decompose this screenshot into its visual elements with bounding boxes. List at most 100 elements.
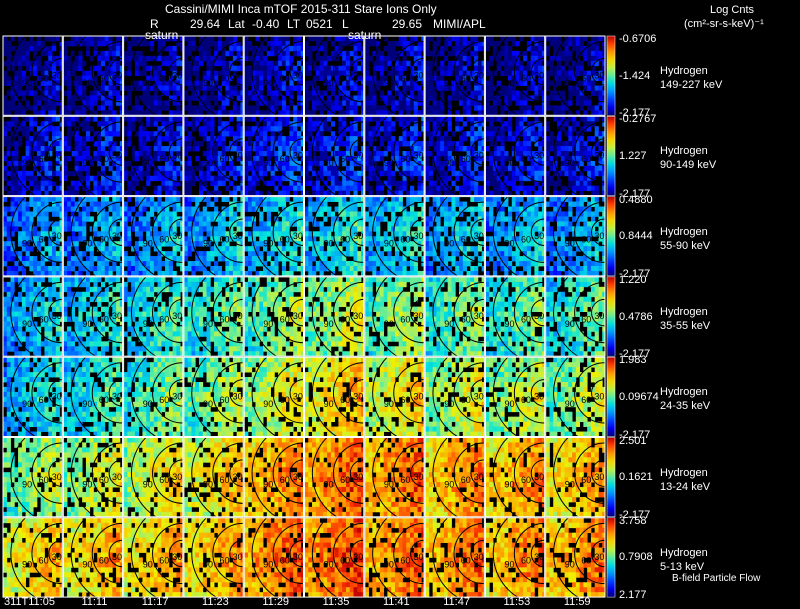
cb-min-value: -2.177 — [619, 267, 651, 280]
contour-label: 90 — [22, 239, 32, 249]
contour-arc — [10, 437, 37, 517]
panel-border — [183, 437, 244, 518]
contour-label: 30 — [112, 70, 122, 80]
contour-label: 60 — [280, 475, 290, 485]
contour-label: 30 — [112, 151, 122, 161]
contour-label: 90 — [444, 560, 454, 570]
contour-label: 60 — [461, 154, 471, 164]
cb-max-value: -0.6706 — [619, 33, 657, 45]
panel-border — [364, 35, 425, 116]
units-title: Log Cnts — [710, 4, 755, 16]
panel-border — [183, 517, 244, 598]
contour-label: 30 — [353, 70, 363, 80]
contour-label: 60 — [159, 395, 169, 405]
contour-label: 30 — [112, 392, 122, 402]
contour-arc — [311, 196, 338, 276]
contour-label: 90 — [384, 239, 394, 249]
contour-arc — [70, 357, 97, 437]
contour-label: 60 — [340, 234, 350, 244]
contour-label: 30 — [474, 231, 484, 241]
panel-border — [304, 196, 365, 277]
contour-label: 60 — [99, 395, 109, 405]
panel-1-6: 30 60 90 — [364, 116, 425, 196]
panel-border — [545, 276, 606, 357]
contour-arc — [372, 357, 398, 437]
contour-label: 60 — [400, 475, 410, 485]
cb-min-value: -2.177 — [619, 428, 651, 441]
contour-label: 60 — [280, 556, 290, 566]
contour-label: 60 — [159, 556, 169, 566]
contour-label: 60 — [521, 556, 531, 566]
contour-arc — [432, 36, 459, 116]
panel-border — [424, 35, 485, 116]
contour-label: 90 — [203, 319, 213, 329]
contour-label: 30 — [172, 392, 182, 402]
panel-border — [484, 276, 546, 357]
contour-label: 60 — [99, 234, 109, 244]
contour-label: 90 — [324, 399, 334, 409]
contour-label: 60 — [159, 234, 169, 244]
cb-mid-value: 0.8444 — [619, 230, 653, 243]
contour-label: 60 — [99, 154, 109, 164]
contour-label: 90 — [505, 319, 515, 329]
contour-label: 30 — [534, 70, 544, 80]
contour-label: 30 — [233, 472, 243, 482]
contour-arc — [492, 357, 519, 437]
contour-label: 60 — [340, 315, 350, 325]
panel-border — [243, 196, 304, 277]
contour-arc — [372, 196, 398, 276]
contour-label: 30 — [353, 231, 363, 241]
saturn-label-1: saturn — [145, 28, 179, 42]
panel-border — [243, 115, 304, 197]
contour-label: 60 — [159, 74, 169, 84]
contour-label: 30 — [474, 151, 484, 161]
contour-arc — [70, 36, 97, 116]
time-tick-label: 11:29 — [262, 596, 290, 608]
cb-min-value: -2.177 — [619, 107, 651, 120]
contour-label: 90 — [22, 560, 32, 570]
contour-label: 60 — [461, 74, 471, 84]
energy-label: 90-149 keV — [660, 159, 717, 172]
contour-label: 60 — [461, 234, 471, 244]
panel-border — [62, 356, 124, 438]
contour-arc — [372, 437, 398, 517]
panel-0-6: 30 60 90 — [364, 36, 425, 116]
panel-border — [484, 115, 546, 197]
r-label: R — [150, 17, 159, 31]
contour-label: 60 — [521, 395, 531, 405]
contour-label: 60 — [39, 475, 49, 485]
contour-label: 30 — [353, 311, 363, 321]
contour-label: 30 — [353, 472, 363, 482]
panel-border — [304, 276, 365, 357]
contour-label: 30 — [474, 472, 484, 482]
contour-label: 60 — [400, 234, 410, 244]
contour-label: 90 — [444, 479, 454, 489]
contour-label: 30 — [233, 552, 243, 562]
contour-label: 60 — [220, 154, 230, 164]
contour-label: 60 — [99, 315, 109, 325]
contour-label: 60 — [280, 154, 290, 164]
panel-border — [484, 35, 546, 116]
contour-label: 30 — [233, 151, 243, 161]
contour-label: 30 — [594, 151, 604, 161]
contour-label: 90 — [565, 560, 575, 570]
contour-label: 60 — [340, 556, 350, 566]
saturn-label-2: saturn — [348, 28, 382, 42]
cb-max-value: -0.2767 — [619, 113, 657, 126]
contour-arc — [492, 36, 519, 116]
contour-label: 90 — [263, 399, 273, 409]
contour-label: 30 — [474, 70, 484, 80]
